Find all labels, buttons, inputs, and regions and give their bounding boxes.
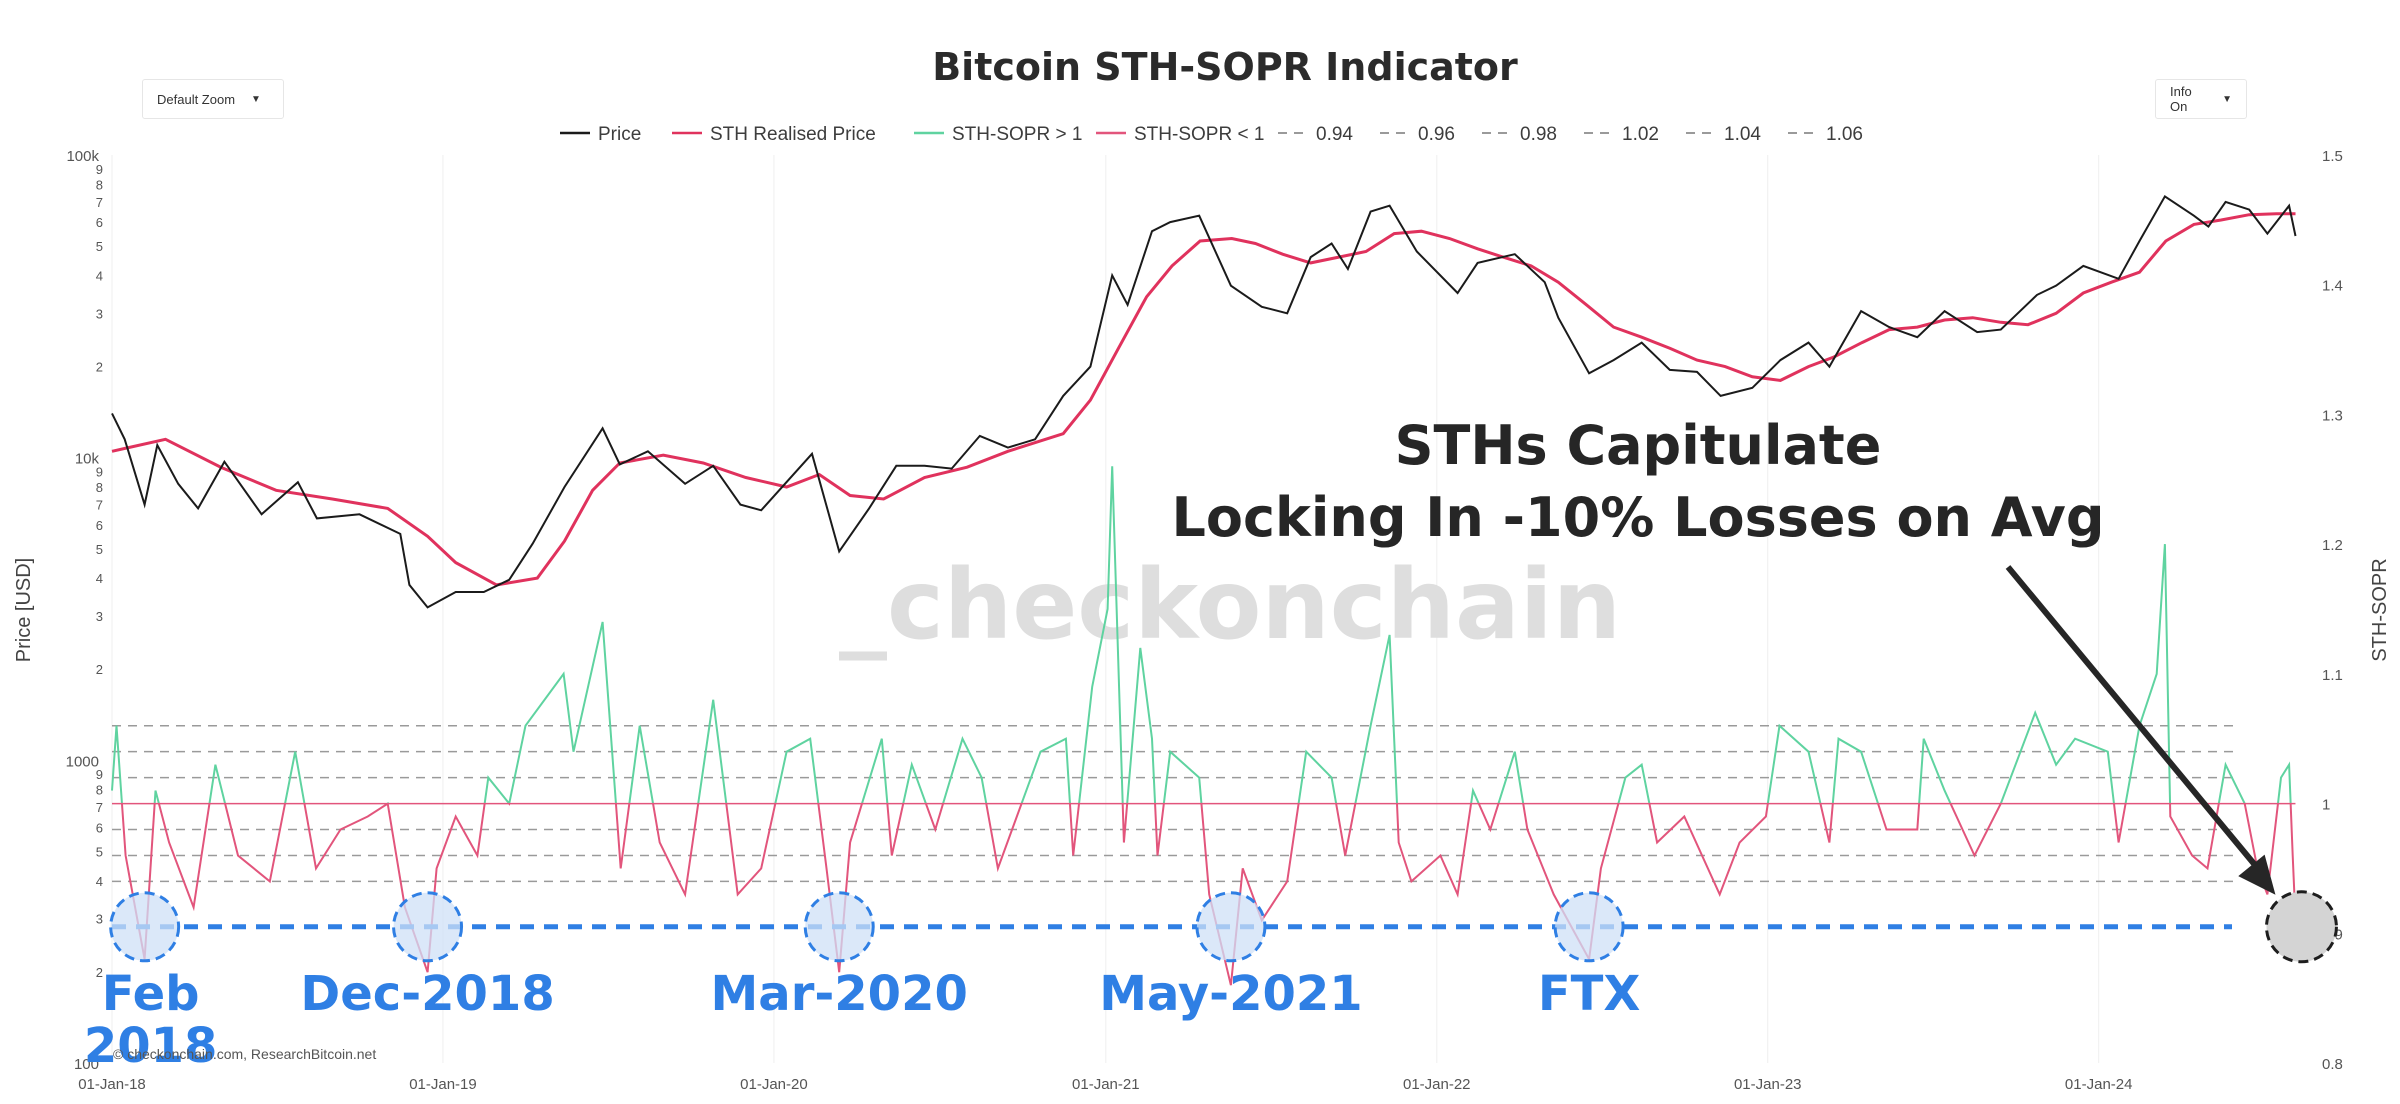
event-marker-circle [392,891,464,963]
credit-text: © checkonchain.com, ResearchBitcoin.net [113,1046,376,1062]
headline-text: Locking In -10% Losses on Avg [1171,486,2104,549]
info-select[interactable]: Info On ▼ [2155,79,2247,119]
legend-label: 0.94 [1316,124,1353,145]
event-label: FTX [1538,966,1641,1022]
zoom-select[interactable]: Default Zoom ▼ [142,79,284,119]
legend-item: 1.04 [1686,124,1761,145]
legend-item: STH Realised Price [672,124,876,145]
y-left-minor-tick: 5 [96,844,103,859]
legend-label: 0.98 [1520,124,1557,145]
y-right-tick: 1.5 [2322,148,2343,165]
y-left-minor-tick: 7 [96,800,103,815]
event-marker-circle [1195,891,1267,963]
x-tick-label: 01-Jan-23 [1734,1076,1802,1093]
event-marker-circle [803,891,875,963]
x-tick-label: 01-Jan-24 [2065,1076,2133,1093]
chart-title: Bitcoin STH-SOPR Indicator [932,45,1518,89]
legend-item: 1.06 [1788,124,1863,145]
y-left-minor-tick: 4 [96,874,103,889]
event-label: 2018 [84,1018,218,1074]
legend-label: 1.02 [1622,124,1659,145]
event-label: Dec-2018 [300,966,554,1022]
y-right-tick: 1.3 [2322,407,2343,424]
legend-item: 1.02 [1584,124,1659,145]
legend-label: 1.06 [1826,124,1863,145]
event-label: May-2021 [1099,966,1362,1022]
y-left-major-tick: 1000 [66,753,99,770]
y-left-minor-tick: 7 [96,195,103,210]
chart-axes: 01-Jan-18 01-Jan-19 01-Jan-20 01-Jan-21 01-J… [66,148,2343,1093]
legend-label: Price [598,124,641,145]
y-left-minor-tick: 8 [96,783,103,798]
legend-item: Price [560,124,641,145]
y-left-minor-tick: 3 [96,609,103,624]
legend-label: STH-SOPR > 1 [952,124,1082,145]
x-tick-label: 01-Jan-18 [78,1076,146,1093]
y-left-minor-tick: 3 [96,306,103,321]
y-left-minor-tick: 8 [96,177,103,192]
y-left-minor-tick: 9 [96,465,103,480]
y-left-minor-tick: 7 [96,498,103,513]
latest-marker-circle [2264,890,2338,964]
y-right-tick: 1 [2322,797,2330,814]
x-tick-label: 01-Jan-22 [1403,1076,1471,1093]
y-left-minor-tick: 9 [96,767,103,782]
y-left-minor-tick: 2 [96,360,103,375]
y-right-tick: 1.2 [2322,537,2343,554]
y-right-tick: 1.4 [2322,278,2343,295]
y-right-tick: 0.8 [2322,1056,2343,1073]
legend-item: 0.98 [1482,124,1557,145]
y-left-minor-tick: 5 [96,542,103,557]
series-price-line [111,194,2297,609]
zoom-select-label: Default Zoom [157,91,236,107]
y-left-minor-tick: 5 [96,239,103,254]
headline-text: STHs Capitulate [1395,414,1882,477]
legend-item: 0.96 [1380,124,1455,145]
headline-arrow-head [2238,854,2276,895]
y-axis-left-title: Price [USD] [13,558,35,662]
y-left-minor-tick: 4 [96,268,103,283]
y-left-minor-tick: 4 [96,571,103,586]
y-axis-right-title: STH-SOPR [2369,558,2391,661]
x-tick-label: 01-Jan-21 [1072,1076,1140,1093]
y-left-minor-tick: 9 [96,162,103,177]
y-right-tick: 1.1 [2322,667,2343,684]
y-left-minor-tick: 8 [96,480,103,495]
event-marker-circle [1553,891,1625,963]
y-left-major-tick: 100 [74,1056,99,1073]
x-tick-label: 01-Jan-20 [740,1076,808,1093]
y-left-minor-tick: 6 [96,518,103,533]
chart-legend: Price STH Realised Price STH-SOPR > 1 STH-S… [560,124,1863,145]
legend-label: STH-SOPR < 1 [1134,124,1264,145]
info-select-label: Info On [2170,84,2192,114]
headline-arrow-line [2005,565,2264,875]
legend-item: STH-SOPR > 1 [914,124,1082,145]
y-left-minor-tick: 6 [96,215,103,230]
y-left-minor-tick: 6 [96,820,103,835]
watermark: _checkonchain [839,549,1621,661]
y-left-minor-tick: 2 [96,662,103,677]
legend-label: 1.04 [1724,124,1761,145]
y-left-major-tick: 100k [66,148,99,165]
event-label: Feb [102,966,200,1022]
legend-item: 0.94 [1278,124,1353,145]
legend-label: STH Realised Price [710,124,876,145]
x-tick-label: 01-Jan-19 [409,1076,477,1093]
y-left-major-tick: 10k [75,451,100,468]
legend-item: STH-SOPR < 1 [1096,124,1264,145]
event-label: Mar-2020 [711,966,968,1022]
triangle-down-icon: ▼ [251,93,261,105]
y-left-minor-tick: 2 [96,965,103,980]
y-left-minor-tick: 3 [96,912,103,927]
series-sth-realised-price-line [111,212,2296,587]
event-marker-circle [109,891,181,963]
sopr-band-lines [112,724,2236,883]
sth-sopr-series [111,466,2297,986]
legend-label: 0.96 [1418,124,1455,145]
triangle-down-icon: ▼ [2222,93,2232,105]
